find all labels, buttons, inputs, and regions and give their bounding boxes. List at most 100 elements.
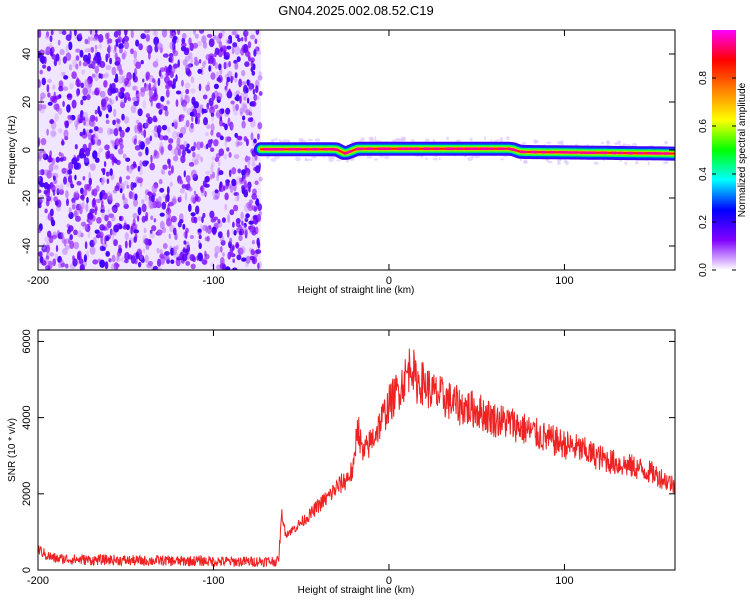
spectrogram-y-axis: -40 -20 0 20 40	[21, 48, 675, 254]
noise-speckle	[133, 50, 138, 59]
noise-speckle	[140, 88, 146, 97]
signal-halo-speckle	[664, 140, 669, 145]
noise-speckle	[96, 51, 101, 58]
noise-speckle	[71, 204, 76, 210]
noise-speckle	[66, 198, 69, 207]
noise-speckle	[236, 227, 240, 233]
noise-speckle	[194, 60, 200, 66]
noise-speckle	[46, 128, 49, 136]
noise-speckle	[38, 176, 41, 182]
noise-speckle	[45, 51, 51, 56]
noise-speckle	[230, 123, 234, 129]
noise-speckle	[41, 104, 47, 110]
noise-speckle	[123, 203, 129, 209]
noise-speckle	[188, 203, 192, 212]
noise-speckle	[183, 140, 188, 148]
noise-speckle	[180, 126, 186, 135]
noise-speckle	[123, 50, 128, 58]
noise-speckle	[80, 82, 85, 89]
noise-speckle	[238, 234, 243, 242]
noise-speckle	[221, 217, 226, 223]
noise-speckle	[91, 60, 96, 70]
noise-speckle	[66, 93, 73, 101]
noise-speckle	[210, 164, 214, 174]
noise-speckle	[132, 212, 138, 219]
signal-halo-speckle	[613, 142, 616, 145]
noise-speckle	[85, 203, 89, 213]
noise-speckle	[156, 229, 163, 236]
noise-speckle	[50, 183, 53, 190]
signal-halo-speckle	[393, 138, 399, 143]
noise-speckle	[47, 78, 52, 84]
noise-speckle	[140, 60, 144, 65]
noise-speckle	[39, 69, 43, 75]
noise-speckle	[167, 203, 170, 213]
noise-speckle	[169, 181, 173, 187]
noise-speckle	[225, 107, 231, 115]
noise-speckle	[198, 234, 202, 240]
noise-speckle	[80, 232, 84, 238]
noise-speckle	[254, 38, 258, 45]
noise-speckle	[164, 251, 170, 256]
snr-x-axis: -200 -100 0 100	[27, 330, 574, 587]
noise-speckle	[119, 143, 124, 150]
noise-speckle	[51, 234, 58, 239]
noise-speckle	[159, 212, 165, 217]
noise-speckle	[135, 251, 140, 260]
noise-speckle	[189, 254, 195, 262]
noise-speckle	[130, 30, 134, 39]
noise-speckle	[61, 30, 67, 36]
noise-speckle	[161, 30, 168, 38]
noise-speckle	[89, 129, 93, 134]
noise-speckle	[176, 144, 181, 151]
noise-speckle	[186, 143, 190, 149]
noise-speckle	[110, 229, 115, 236]
noise-speckle	[51, 96, 58, 104]
noise-speckle	[75, 215, 81, 222]
noise-speckle	[256, 214, 261, 221]
noise-speckle	[209, 106, 215, 115]
noise-speckle	[50, 129, 57, 138]
noise-speckle	[258, 91, 263, 96]
noise-speckle	[177, 59, 180, 68]
noise-speckle	[131, 191, 135, 200]
noise-speckle	[254, 180, 259, 186]
noise-speckle	[184, 192, 188, 201]
noise-speckle	[233, 154, 240, 159]
noise-speckle	[52, 231, 57, 240]
noise-speckle	[75, 190, 79, 197]
noise-speckle	[61, 231, 65, 238]
noise-speckle	[138, 151, 143, 157]
noise-speckle	[151, 97, 158, 102]
noise-speckle	[167, 143, 173, 151]
noise-speckle	[252, 63, 256, 71]
signal-halo-speckle	[523, 159, 528, 164]
noise-speckle	[119, 129, 125, 138]
noise-speckle	[110, 99, 115, 105]
noise-speckle	[38, 251, 43, 258]
noise-speckle	[246, 79, 250, 86]
noise-speckle	[226, 76, 231, 83]
noise-speckle	[72, 258, 78, 267]
snr-x-tick-label: -200	[27, 575, 49, 587]
noise-speckle	[156, 127, 160, 134]
noise-speckle	[119, 188, 123, 194]
noise-speckle	[153, 218, 157, 223]
noise-speckle	[149, 229, 153, 234]
noise-speckle	[156, 267, 163, 270]
noise-speckle	[38, 227, 42, 234]
noise-speckle	[188, 52, 193, 59]
noise-speckle	[54, 113, 59, 122]
noise-speckle	[46, 84, 50, 93]
noise-speckle	[197, 252, 203, 262]
noise-speckle	[158, 178, 163, 185]
noise-speckle	[244, 217, 249, 223]
noise-speckle	[113, 158, 118, 164]
noise-speckle	[143, 227, 147, 234]
noise-speckle	[84, 241, 88, 250]
noise-speckle	[170, 215, 177, 223]
noise-speckle	[243, 189, 249, 198]
noise-speckle	[199, 30, 203, 34]
noise-speckle	[73, 191, 78, 201]
noise-speckle	[216, 132, 221, 138]
